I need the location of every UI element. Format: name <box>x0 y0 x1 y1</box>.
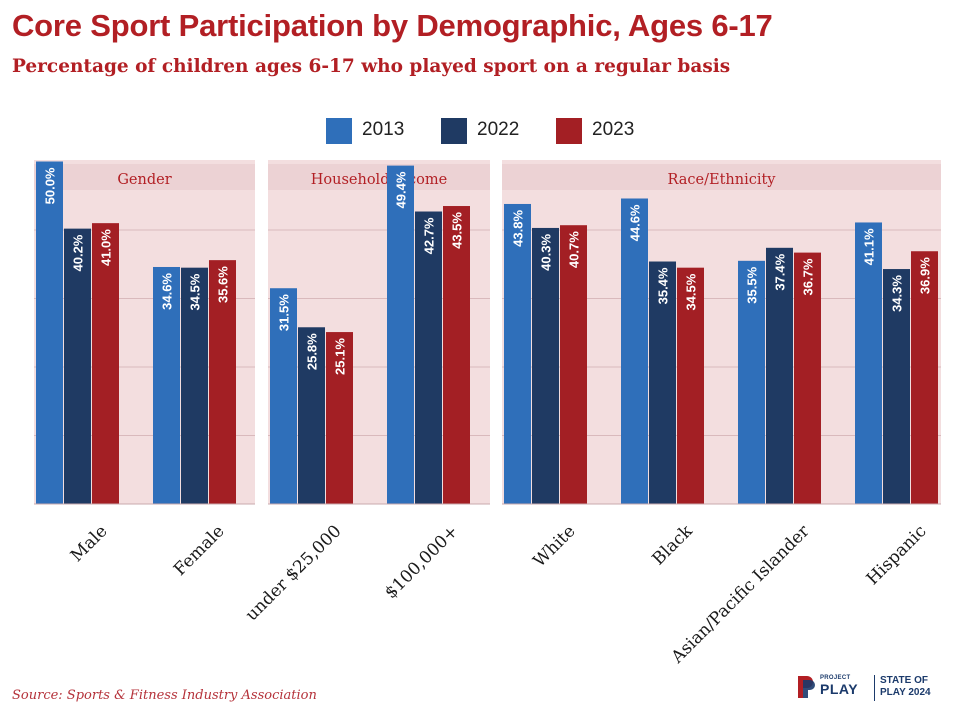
value-label: 42.7% <box>422 217 437 254</box>
value-label: 25.8% <box>305 333 320 370</box>
panel-header-band <box>268 164 490 190</box>
value-label: 35.6% <box>216 266 231 303</box>
value-label: 31.5% <box>277 294 292 331</box>
legend: 2013 2022 2023 <box>0 116 959 146</box>
bar-asian-pacific-islander-2022 <box>766 247 793 504</box>
bar-female-2013 <box>153 266 180 504</box>
value-label: 25.1% <box>333 338 348 375</box>
bar-white-2013 <box>504 203 531 504</box>
logo-divider <box>874 675 875 701</box>
value-label: 34.5% <box>188 273 203 310</box>
bar-male-2013 <box>36 161 63 504</box>
tick-label-female: Female <box>170 521 228 579</box>
bar-chart: Gender Household income Race/Ethnicity 50.0… <box>34 160 941 668</box>
bar-hispanic-2013 <box>855 222 882 504</box>
chart-title: Core Sport Participation by Demographic,… <box>12 8 773 43</box>
bar-100-000-2023 <box>443 206 470 504</box>
tick-label-100-000: $100,000+ <box>381 521 463 603</box>
panel-label-household-income: Household income <box>311 172 448 188</box>
panel-header-band <box>502 164 941 190</box>
value-label: 35.5% <box>745 266 760 303</box>
legend-swatch <box>441 118 467 144</box>
bar-100-000-2013 <box>387 165 414 505</box>
bar-asian-pacific-islander-2013 <box>738 260 765 504</box>
value-label: 36.9% <box>918 257 933 294</box>
legend-label: 2013 <box>362 119 405 140</box>
value-label: 43.5% <box>450 212 465 249</box>
project-play-logo: PROJECT PLAY STATE OF PLAY 2024 <box>792 672 952 706</box>
value-label: 34.3% <box>890 275 905 312</box>
bar-female-2022 <box>181 267 208 504</box>
legend-label: 2022 <box>477 119 520 140</box>
bar-male-2023 <box>92 223 119 504</box>
legend-swatch <box>556 118 582 144</box>
bar-100-000-2022 <box>415 211 442 504</box>
panel-label-race-ethnicity: Race/Ethnicity <box>668 172 777 188</box>
bar-female-2023 <box>209 260 236 504</box>
value-label: 41.0% <box>99 229 114 266</box>
bar-black-2013 <box>621 198 648 505</box>
value-label: 41.1% <box>862 228 877 265</box>
value-label: 34.5% <box>684 273 699 310</box>
bar-black-2022 <box>649 261 676 504</box>
bar-asian-pacific-islander-2023 <box>794 252 821 504</box>
value-label: 40.7% <box>567 231 582 268</box>
value-label: 36.7% <box>801 258 816 295</box>
legend-swatch <box>326 118 352 144</box>
panel-label-gender: Gender <box>117 172 171 188</box>
panel-header-band <box>34 164 255 190</box>
value-label: 35.4% <box>656 267 671 304</box>
project-play-logo-icon <box>798 676 815 698</box>
source-note: Source: Sports & Fitness Industry Associ… <box>12 688 317 703</box>
bar-under-25-000-2022 <box>298 327 325 504</box>
value-label: 49.4% <box>394 171 409 208</box>
value-label: 43.8% <box>511 210 526 247</box>
tick-label-hispanic: Hispanic <box>863 521 931 589</box>
bar-white-2022 <box>532 227 559 504</box>
tick-label-under-25-000: under $25,000 <box>242 521 346 625</box>
bar-black-2023 <box>677 267 704 504</box>
bar-white-2023 <box>560 225 587 504</box>
value-label: 44.6% <box>628 204 643 241</box>
bar-male-2022 <box>64 228 91 504</box>
chart-subtitle: Percentage of children ages 6-17 who pla… <box>12 56 731 77</box>
value-label: 50.0% <box>43 167 58 204</box>
value-label: 34.6% <box>160 273 175 310</box>
tick-label-black: Black <box>649 521 697 569</box>
bar-under-25-000-2013 <box>270 288 297 504</box>
tick-label-male: Male <box>67 521 112 566</box>
bar-hispanic-2023 <box>911 251 938 504</box>
logo-play-year-text: PLAY 2024 <box>880 687 931 698</box>
value-label: 40.2% <box>71 234 86 271</box>
legend-label: 2023 <box>592 119 635 140</box>
logo-state-of-text: STATE OF <box>880 675 928 686</box>
bar-hispanic-2022 <box>883 269 910 504</box>
bar-under-25-000-2023 <box>326 332 353 504</box>
logo-project-text: PROJECT <box>820 675 851 681</box>
tick-label-white: White <box>529 521 579 571</box>
value-label: 40.3% <box>539 234 554 271</box>
value-label: 37.4% <box>773 253 788 290</box>
logo-play-text: PLAY <box>820 681 859 697</box>
